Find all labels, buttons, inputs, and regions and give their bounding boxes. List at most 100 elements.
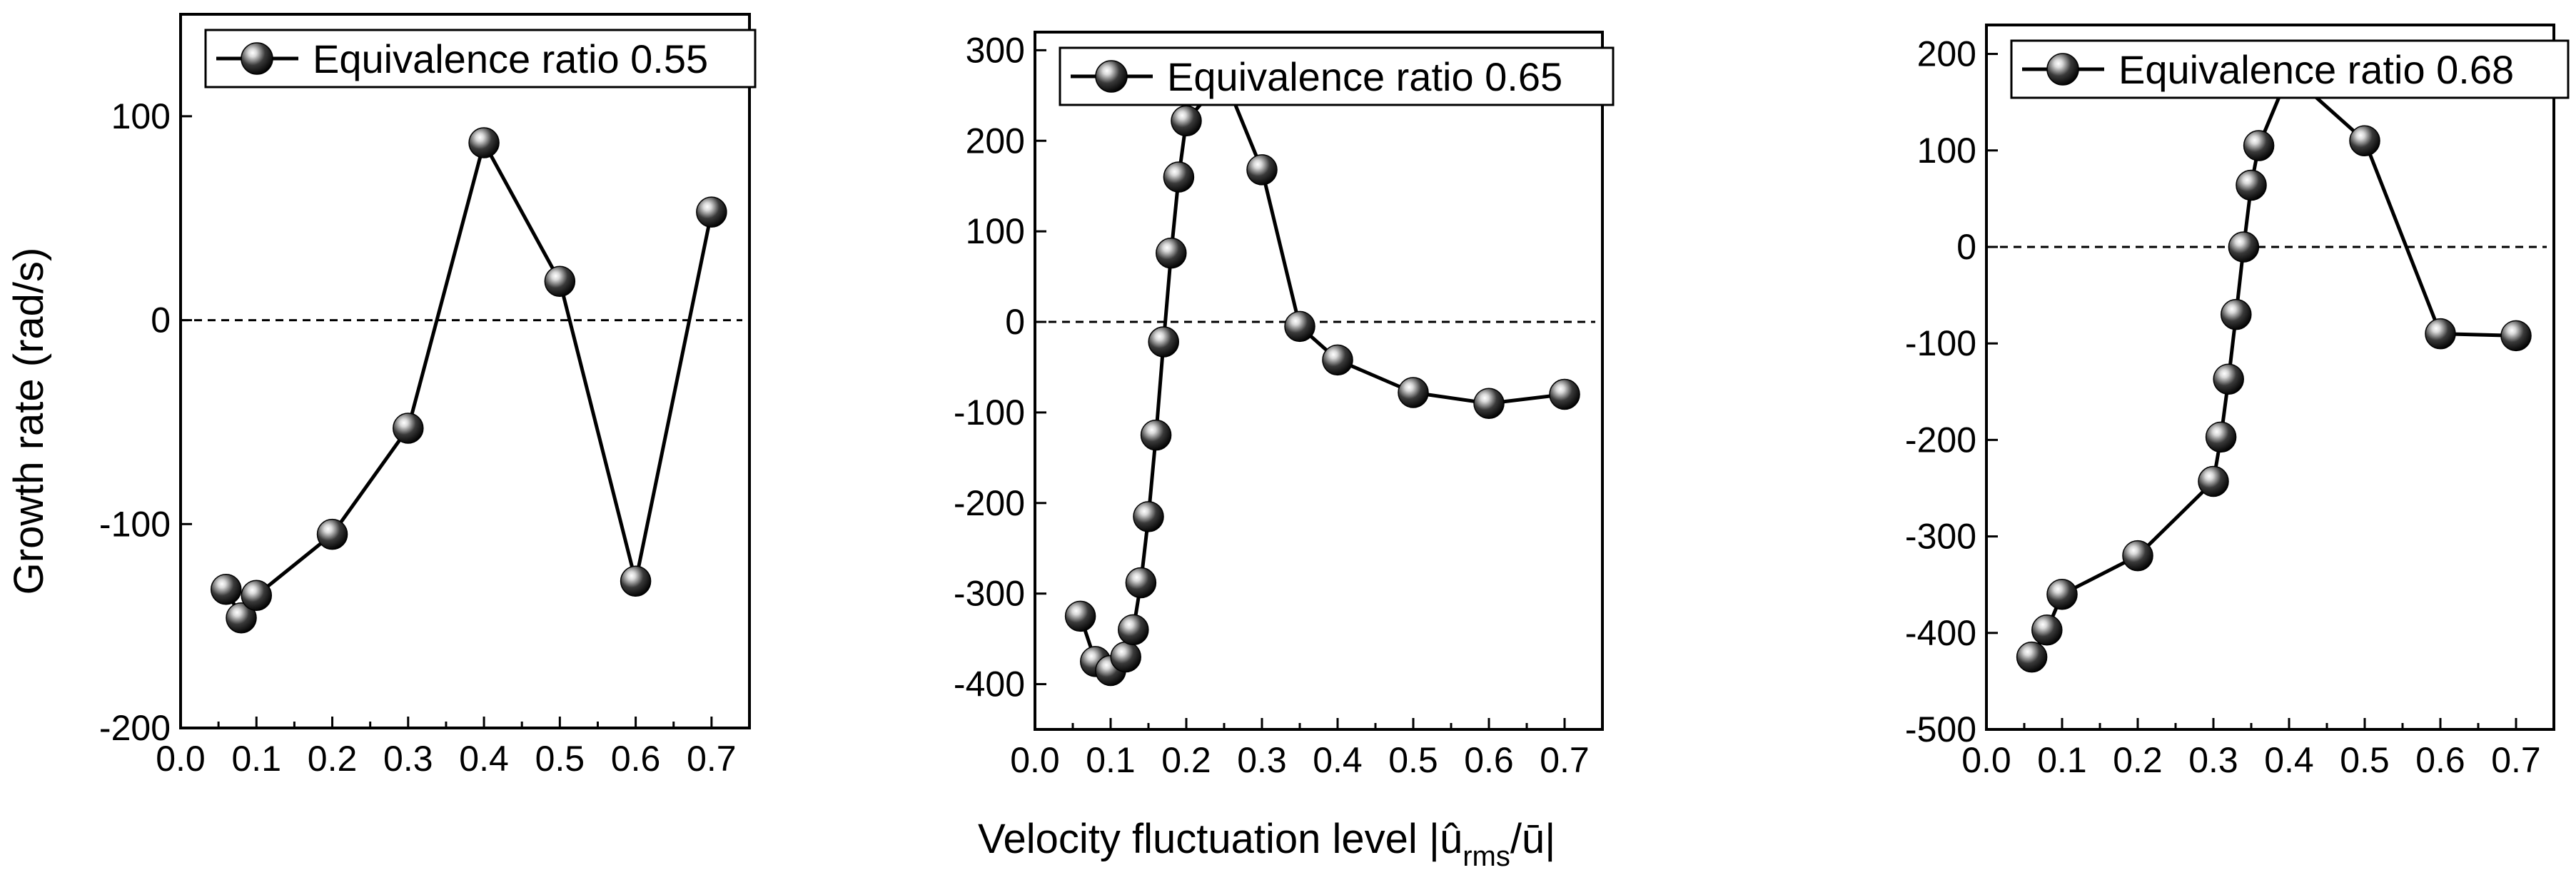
chart-panel-1: 0.0 0.1 0.2 0.3 0.4 0.5 0.6 0.7 -200 -100 0 100 Equi… — [99, 13, 757, 779]
data-point — [226, 602, 257, 634]
x-tick-label: 0.7 — [1540, 740, 1590, 780]
data-point — [696, 196, 727, 228]
data-point — [2205, 421, 2237, 453]
y-tick-label: 200 — [1917, 34, 1976, 74]
data-point — [2236, 169, 2267, 201]
data-point — [2221, 298, 2252, 330]
data-point — [2031, 614, 2063, 646]
x-tick-label: 0.7 — [2491, 740, 2541, 780]
y-tick-label: -400 — [954, 664, 1025, 704]
y-tick-label: -100 — [1905, 323, 1976, 363]
x-tick-label: 0.2 — [1161, 740, 1211, 780]
data-point — [1322, 344, 1353, 376]
data-point — [2198, 465, 2229, 497]
y-tick-label: -300 — [954, 574, 1025, 614]
plot-frame — [179, 13, 751, 729]
data-point — [2500, 320, 2532, 352]
x-tick-label: 0.7 — [687, 739, 737, 779]
x-tick-label: 0.2 — [2113, 740, 2163, 780]
y-tick-label: -200 — [1905, 420, 1976, 460]
data-point — [1118, 614, 1149, 646]
data-point — [1284, 310, 1315, 343]
series-line — [224, 141, 714, 620]
x-tick-label: 0.0 — [1961, 740, 2011, 780]
data-point — [620, 565, 652, 597]
data-point — [1133, 501, 1164, 532]
data-point — [1125, 567, 1157, 599]
x-tick-label: 0.5 — [1388, 740, 1438, 780]
x-tick-label: 0.5 — [2340, 740, 2390, 780]
y-tick-label: -200 — [954, 483, 1025, 523]
chart-panel-2: 0.0 0.1 0.2 0.3 0.4 0.5 0.6 0.7 -400 -300 -200 -100… — [954, 30, 1615, 780]
x-tick-label: 0.4 — [1313, 740, 1363, 780]
data-point — [468, 127, 500, 158]
y-tick-label: -100 — [954, 393, 1025, 433]
plot-frame — [1034, 31, 1604, 731]
y-tick-label: 200 — [966, 121, 1025, 161]
legend-label: Equivalence ratio 0.65 — [1167, 54, 1562, 99]
x-tick-label: 0.2 — [308, 739, 358, 779]
data-point — [544, 266, 576, 298]
data-point — [1110, 641, 1141, 673]
legend-label: Equivalence ratio 0.55 — [313, 36, 708, 81]
legend-label: Equivalence ratio 0.68 — [2118, 47, 2514, 92]
data-point — [2213, 363, 2244, 395]
y-tick-label: 0 — [151, 300, 171, 340]
y-tick-label: -300 — [1905, 517, 1976, 557]
x-axis-title-subscript: rms — [1463, 841, 1510, 872]
x-tick-label: 0.1 — [1086, 740, 1136, 780]
y-tick-label: -200 — [99, 708, 171, 748]
data-point — [2046, 578, 2078, 610]
x-tick-label: 0.4 — [2264, 740, 2314, 780]
x-axis-title-tail: /ū| — [1510, 816, 1555, 862]
x-axis-title-main: Velocity fluctuation level |û — [978, 816, 1463, 862]
x-tick-label: 0.1 — [2037, 740, 2087, 780]
data-point — [2228, 231, 2260, 263]
data-point — [1140, 419, 1172, 451]
series-line — [2030, 71, 2517, 658]
x-tick-label: 0.6 — [2415, 740, 2465, 780]
y-tick-label: 0 — [1005, 302, 1025, 342]
chart-panel-3: 0.0 0.1 0.2 0.3 0.4 0.5 0.6 0.7 -500 -400 -300 -200… — [1905, 24, 2570, 780]
x-tick-label: 0.3 — [2188, 740, 2238, 780]
data-point — [316, 518, 348, 550]
legend-marker — [1095, 60, 1128, 93]
x-tick-label: 0.5 — [535, 739, 585, 779]
x-tick-label: 0.6 — [611, 739, 661, 779]
y-tick-label: 100 — [1917, 131, 1976, 171]
data-point — [393, 413, 424, 444]
y-tick-label: -500 — [1905, 709, 1976, 749]
x-tick-label: 0.3 — [1237, 740, 1287, 780]
x-tick-label: 0.1 — [232, 739, 282, 779]
x-tick-label: 0.0 — [156, 739, 206, 779]
data-point — [1398, 377, 1429, 408]
data-point — [1148, 326, 1179, 358]
data-point — [1064, 600, 1096, 632]
y-tick-label: -400 — [1905, 613, 1976, 653]
y-tick-label: -100 — [99, 504, 171, 544]
data-point — [1156, 237, 1187, 269]
x-tick-label: 0.0 — [1010, 740, 1060, 780]
y-tick-label: 300 — [966, 30, 1025, 70]
data-point — [241, 580, 273, 612]
data-point — [2243, 130, 2275, 161]
data-point — [1549, 378, 1580, 410]
data-point — [1473, 388, 1505, 419]
x-tick-label: 0.6 — [1464, 740, 1514, 780]
x-tick-label: 0.3 — [383, 739, 433, 779]
data-point — [1163, 161, 1195, 193]
data-point — [2349, 125, 2380, 156]
y-tick-label: 100 — [966, 211, 1025, 251]
data-point — [2425, 318, 2456, 350]
y-tick-label: 100 — [111, 96, 171, 136]
x-axis-title: Velocity fluctuation level |ûrms/ū| — [978, 816, 1555, 872]
x-tick-label: 0.4 — [459, 739, 509, 779]
data-point — [211, 573, 242, 605]
legend-marker — [2046, 53, 2079, 86]
data-point — [2122, 540, 2153, 572]
data-point — [1171, 105, 1202, 137]
y-tick-label: 0 — [1956, 227, 1976, 267]
y-axis-title: Growth rate (rad/s) — [6, 248, 52, 595]
legend-marker — [241, 42, 273, 75]
